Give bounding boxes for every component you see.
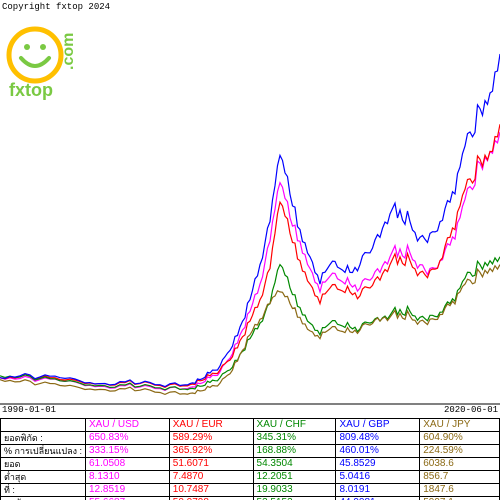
col-header: XAU / EUR (169, 419, 253, 432)
series-xau-chf (0, 257, 500, 390)
col-header: XAU / GBP (336, 419, 420, 432)
cell: 1847.6 (420, 484, 500, 497)
cell: 54.3504 (253, 458, 336, 471)
table-row: % การเปลี่ยนแปลง :333.15%365.92%168.88%4… (1, 445, 500, 458)
cell: 168.88% (253, 445, 336, 458)
col-header: XAU / JPY (420, 419, 500, 432)
cell: 333.15% (86, 445, 170, 458)
table-row: ยอด61.050851.607154.350445.85296038.6 (1, 458, 500, 471)
table-corner (1, 419, 86, 432)
row-label: ยอด (1, 458, 86, 471)
cell: 51.6071 (169, 458, 253, 471)
cell: 224.59% (420, 445, 500, 458)
col-header: XAU / USD (86, 419, 170, 432)
cell: 5997.1 (420, 497, 500, 500)
currency-stats-table: XAU / USDXAU / EURXAU / CHFXAU / GBPXAU … (0, 418, 500, 500)
row-label: ยอดพิกัด : (1, 432, 86, 445)
cell: 8.0191 (336, 484, 420, 497)
cell: 55.6687 (86, 497, 170, 500)
col-header: XAU / CHF (253, 419, 336, 432)
x-start-date: 1990-01-01 (2, 405, 56, 415)
cell: 650.83% (86, 432, 170, 445)
cell: 604.90% (420, 432, 500, 445)
series-xau-jpy (0, 265, 500, 395)
cell: 53.5153 (253, 497, 336, 500)
cell: 50.0798 (169, 497, 253, 500)
cell: 589.29% (169, 432, 253, 445)
row-label: % การเปลี่ยนแปลง : (1, 445, 86, 458)
cell: 6038.6 (420, 458, 500, 471)
series-xau-gbp (0, 54, 500, 387)
cell: 5.0416 (336, 471, 420, 484)
x-end-date: 2020-06-01 (444, 405, 498, 415)
series-xau-eur (0, 124, 500, 387)
cell: 345.31% (253, 432, 336, 445)
exchange-rate-chart (0, 15, 500, 405)
cell: 8.1310 (86, 471, 170, 484)
row-label: ต่ำสุด (1, 471, 86, 484)
cell: 460.01% (336, 445, 420, 458)
row-label: ที่ : (1, 484, 86, 497)
cell: 856.7 (420, 471, 500, 484)
cell: 44.9081 (336, 497, 420, 500)
table-row: ต่ำสุด8.13107.487012.20515.0416856.7 (1, 471, 500, 484)
cell: 12.2051 (253, 471, 336, 484)
cell: 61.0508 (86, 458, 170, 471)
cell: 10.7487 (169, 484, 253, 497)
copyright-text: Copyright fxtop 2024 (2, 2, 110, 12)
cell: 19.9033 (253, 484, 336, 497)
row-label: สุดท้าย (1, 497, 86, 500)
table-row: ยอดพิกัด :650.83%589.29%345.31%809.48%60… (1, 432, 500, 445)
table-row: สุดท้าย55.668750.079853.515344.90815997.… (1, 497, 500, 500)
series-xau-usd (0, 132, 500, 390)
table-row: ที่ :12.851910.748719.90338.01911847.6 (1, 484, 500, 497)
cell: 12.8519 (86, 484, 170, 497)
cell: 809.48% (336, 432, 420, 445)
cell: 45.8529 (336, 458, 420, 471)
cell: 7.4870 (169, 471, 253, 484)
cell: 365.92% (169, 445, 253, 458)
